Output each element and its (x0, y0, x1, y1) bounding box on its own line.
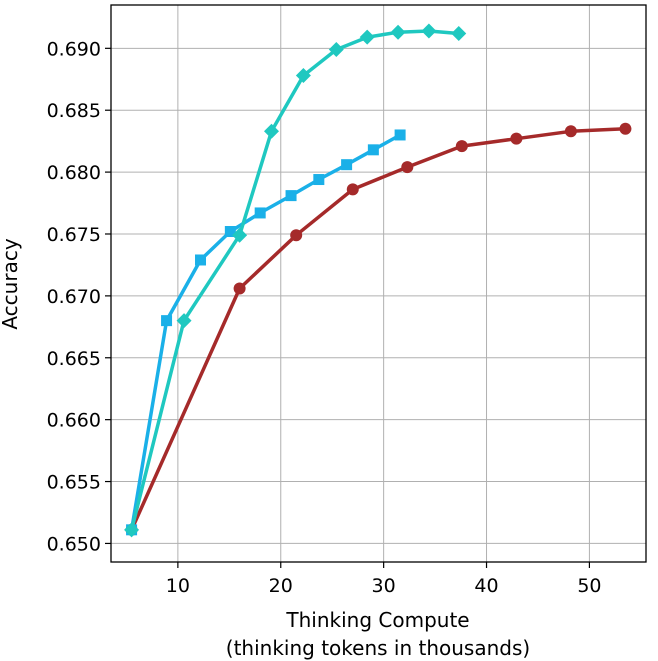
x-tick-label: 40 (474, 575, 498, 597)
data-point (254, 207, 266, 219)
data-point (233, 282, 246, 295)
data-point (124, 522, 140, 538)
data-point (285, 190, 297, 202)
data-point (328, 42, 344, 58)
y-tick-label: 0.650 (47, 533, 101, 555)
data-point (295, 68, 311, 84)
data-point (161, 315, 173, 327)
y-tick-label: 0.655 (47, 472, 101, 494)
y-tick-label: 0.675 (47, 224, 101, 246)
data-point (290, 229, 303, 242)
data-point (341, 159, 353, 171)
series-1-square (126, 129, 406, 536)
data-point (390, 24, 406, 40)
x-axis-title-line2: (thinking tokens in thousands) (226, 636, 530, 660)
y-tick-label: 0.680 (47, 162, 101, 184)
y-axis-title: Accuracy (0, 238, 22, 329)
y-tick-label: 0.670 (47, 286, 101, 308)
series-line (129, 133, 401, 531)
series-line (129, 29, 459, 531)
y-tick-label: 0.690 (47, 38, 101, 60)
data-point (232, 227, 248, 243)
x-tick-label: 30 (372, 575, 396, 597)
data-point (451, 25, 467, 41)
series-group (124, 23, 632, 538)
data-point (367, 144, 379, 156)
data-point (394, 129, 406, 141)
data-point (313, 174, 325, 186)
data-point (401, 161, 414, 174)
data-point (176, 313, 192, 329)
data-point (359, 29, 375, 45)
series-2-diamond (124, 23, 467, 538)
plot-frame (110, 4, 647, 563)
data-point (421, 23, 437, 39)
data-point (224, 226, 236, 238)
y-tick-label: 0.685 (47, 100, 101, 122)
data-point (510, 132, 523, 145)
data-point (264, 123, 279, 139)
x-tick-label: 50 (577, 575, 601, 597)
axis-ticks: 10 20 30 40 50 0.650 0.655 0.660 0.665 0.670 0.675… (47, 38, 602, 597)
data-point (346, 183, 359, 196)
y-tick-label: 0.665 (47, 348, 101, 370)
x-tick-label: 20 (269, 575, 293, 597)
series-line (130, 127, 626, 531)
data-point (619, 122, 632, 135)
grid (111, 5, 646, 562)
data-point (195, 254, 207, 266)
y-tick-label: 0.660 (47, 410, 101, 432)
data-point (455, 140, 468, 153)
series-0-circle (125, 122, 632, 536)
x-tick-label: 10 (166, 575, 190, 597)
x-axis-title-line1: Thinking Compute (285, 608, 469, 632)
data-point (564, 125, 577, 138)
